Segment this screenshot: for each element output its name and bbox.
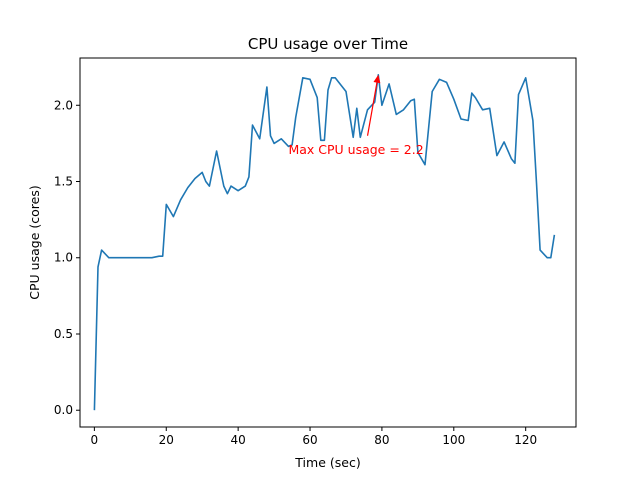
annotation-arrowhead <box>373 74 381 84</box>
x-tick-label: 40 <box>231 433 246 447</box>
x-tick-label: 80 <box>374 433 389 447</box>
chart-title: CPU usage over Time <box>248 35 408 53</box>
x-tick-label: 100 <box>442 433 465 447</box>
y-tick-label: 2.0 <box>54 98 73 112</box>
y-axis-label: CPU usage (cores) <box>27 185 42 299</box>
x-tick-label: 60 <box>302 433 317 447</box>
y-tick-label: 1.0 <box>54 251 73 265</box>
y-tick-label: 1.5 <box>54 175 73 189</box>
y-tick-label: 0.0 <box>54 403 73 417</box>
x-axis-ticks: 0 20 40 60 80 100 120 <box>91 427 537 447</box>
x-tick-label: 0 <box>91 433 99 447</box>
cpu-usage-line <box>93 74 556 411</box>
x-axis-label: Time (sec) <box>294 455 360 470</box>
plot-frame <box>79 57 577 428</box>
y-tick-label: 0.5 <box>54 327 73 341</box>
x-tick-label: 20 <box>159 433 174 447</box>
annotation-label: Max CPU usage = 2.2 <box>288 142 423 157</box>
x-tick-label: 120 <box>514 433 537 447</box>
annotation-arrow <box>366 82 378 136</box>
y-axis-ticks: 0.0 0.5 1.0 1.5 2.0 <box>54 98 80 417</box>
plot-area <box>80 58 576 427</box>
